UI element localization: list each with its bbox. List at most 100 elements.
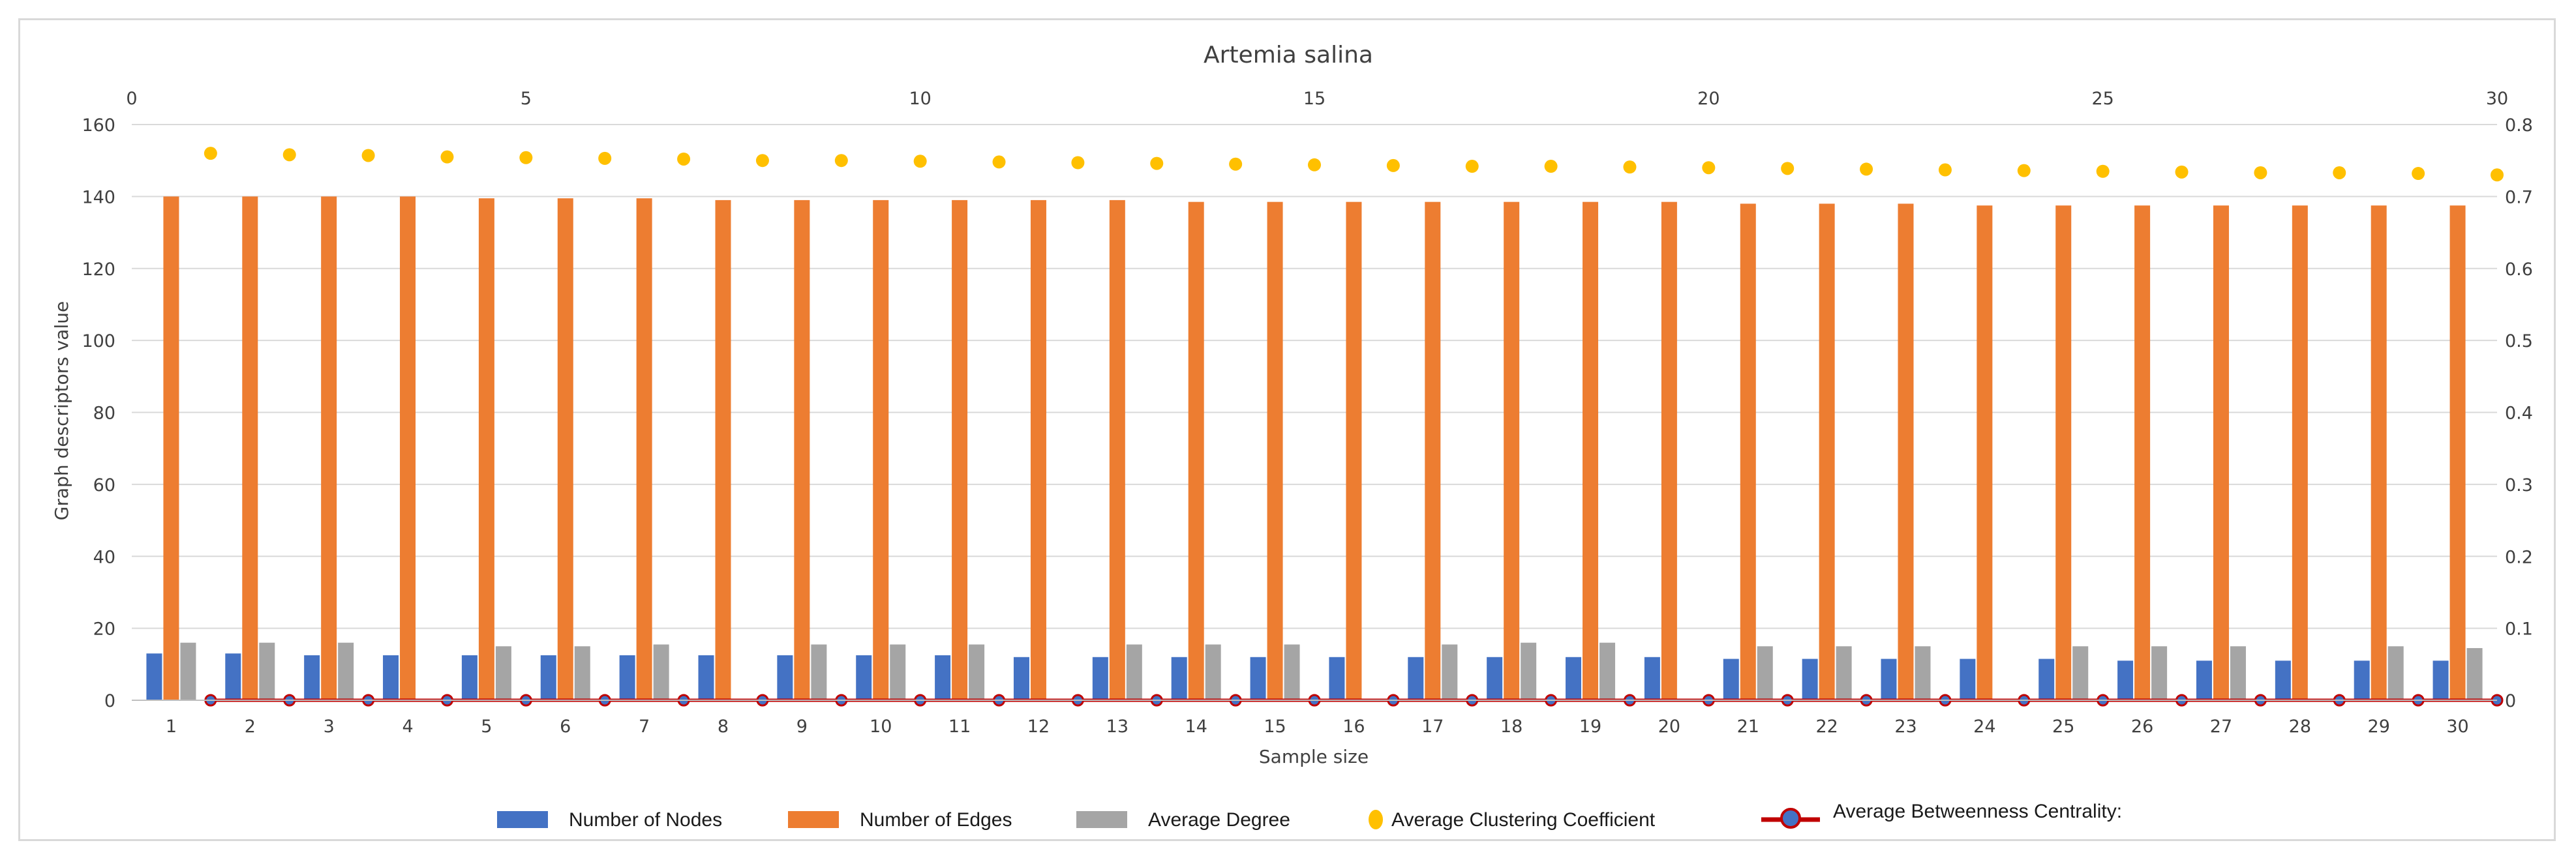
bar-number-of-nodes-10 (856, 655, 872, 700)
bar-number-of-nodes-24 (1960, 659, 1976, 700)
bar-number-of-edges-17 (1425, 201, 1441, 700)
bar-number-of-edges-8 (715, 200, 731, 700)
bar-number-of-nodes-1 (146, 653, 162, 700)
bar-number-of-edges-30 (2449, 205, 2466, 700)
bar-average-degree-6 (574, 646, 590, 700)
legend-label-average-degree: Average Degree (1148, 809, 1290, 831)
bar-number-of-edges-20 (1661, 201, 1677, 700)
legend-label-number-of-nodes: Number of Nodes (569, 809, 722, 831)
x-tick-label: 4 (402, 717, 413, 737)
x-tick-label: 28 (2289, 717, 2311, 737)
bar-number-of-edges-12 (1030, 200, 1046, 700)
point-average-clustering-coefficient-12 (1071, 156, 1085, 170)
bar-number-of-edges-15 (1267, 201, 1283, 700)
bar-number-of-nodes-23 (1881, 659, 1897, 700)
bar-number-of-edges-19 (1583, 201, 1599, 700)
bar-average-degree-14 (1205, 644, 1221, 700)
y2-tick-label: 0.6 (2505, 259, 2533, 280)
bar-number-of-nodes-2 (225, 653, 241, 700)
legend-swatch-average-degree (1076, 811, 1127, 828)
x-tick-label: 30 (2446, 717, 2468, 737)
bar-average-degree-22 (1836, 646, 1852, 700)
legend: Number of Nodes Number of Edges Average De… (497, 801, 2122, 831)
x-tick-label: 11 (948, 717, 971, 737)
bar-number-of-edges-21 (1740, 203, 1756, 701)
bar-average-degree-29 (2387, 646, 2404, 700)
point-average-clustering-coefficient-22 (1860, 162, 1873, 176)
legend-swatch-number-of-edges (788, 811, 839, 828)
bar-number-of-edges-23 (1898, 203, 1914, 701)
point-average-clustering-coefficient-27 (2254, 166, 2267, 179)
x-tick-label: 14 (1185, 717, 1207, 737)
point-average-clustering-coefficient-15 (1308, 158, 1321, 171)
x-tick-label: 15 (1264, 717, 1286, 737)
bar-number-of-nodes-6 (540, 655, 556, 700)
point-average-clustering-coefficient-9 (834, 154, 848, 168)
bar-number-of-edges-5 (478, 198, 494, 700)
legend-marker-average-betweenness-centrality (1780, 808, 1801, 829)
bar-number-of-edges-4 (400, 196, 416, 700)
y2-tick-label: 0.8 (2505, 115, 2533, 136)
bar-number-of-edges-7 (636, 198, 652, 700)
point-average-clustering-coefficient-19 (1623, 160, 1637, 174)
bar-number-of-edges-22 (1819, 203, 1835, 701)
bar-number-of-edges-25 (2055, 205, 2072, 700)
y2-tick-label: 0.1 (2505, 619, 2533, 640)
bar-number-of-nodes-26 (2117, 660, 2134, 700)
bar-average-degree-10 (890, 644, 906, 700)
bar-number-of-nodes-8 (698, 655, 714, 700)
x-tick-label: 25 (2052, 717, 2074, 737)
bar-number-of-edges-6 (557, 198, 573, 700)
y2-tick-label: 0.3 (2505, 475, 2533, 496)
bar-number-of-nodes-25 (2038, 659, 2055, 700)
y-tick-label: 40 (93, 547, 115, 567)
y-axis-title: Graph descriptors value (51, 301, 72, 520)
y-tick-label: 0 (104, 691, 115, 711)
point-average-clustering-coefficient-16 (1386, 158, 1400, 172)
x2-tick-label: 30 (2486, 89, 2508, 109)
bar-number-of-nodes-15 (1250, 657, 1266, 700)
x-tick-label: 27 (2210, 717, 2232, 737)
bar-number-of-nodes-22 (1802, 659, 1818, 700)
x-tick-label: 20 (1658, 717, 1680, 737)
bar-number-of-edges-29 (2371, 205, 2387, 700)
x-tick-label: 16 (1342, 717, 1365, 737)
bar-number-of-edges-1 (163, 196, 179, 700)
y-tick-label: 80 (93, 404, 115, 424)
point-average-clustering-coefficient-6 (598, 151, 612, 165)
bar-number-of-edges-13 (1109, 200, 1125, 700)
bar-average-degree-18 (1521, 642, 1537, 700)
bar-average-degree-7 (653, 644, 669, 700)
x-tick-label: 6 (560, 717, 571, 737)
y2-tick-label: 0 (2505, 691, 2516, 711)
bar-number-of-nodes-18 (1487, 657, 1503, 700)
bar-number-of-nodes-13 (1092, 657, 1108, 700)
point-average-clustering-coefficient-1 (204, 147, 217, 160)
bar-number-of-nodes-28 (2275, 660, 2291, 700)
bar-number-of-edges-3 (321, 196, 337, 700)
x-axis-title: Sample size (1259, 746, 1369, 767)
legend-label-average-betweenness-centrality: Average Betweenness Centrality: (1833, 801, 2122, 822)
x2-tick-label: 10 (909, 89, 931, 109)
bar-number-of-nodes-16 (1329, 657, 1345, 700)
bar-number-of-nodes-19 (1566, 657, 1582, 700)
bar-number-of-nodes-3 (304, 655, 320, 700)
y-tick-label: 140 (82, 187, 115, 207)
bar-number-of-nodes-17 (1408, 657, 1424, 700)
x-tick-label: 21 (1737, 717, 1759, 737)
x-tick-label: 24 (1973, 717, 1995, 737)
x2-tick-label: 25 (2091, 89, 2114, 109)
x-tick-label: 8 (718, 717, 729, 737)
bar-number-of-nodes-4 (383, 655, 399, 700)
point-average-clustering-coefficient-20 (1702, 161, 1716, 175)
bar-number-of-nodes-5 (461, 655, 477, 700)
bar-number-of-nodes-12 (1013, 657, 1029, 700)
x-tick-label: 2 (245, 717, 256, 737)
bar-number-of-edges-27 (2213, 205, 2229, 700)
bar-number-of-nodes-9 (777, 655, 793, 700)
y2-tick-label: 0.5 (2505, 331, 2533, 351)
bar-number-of-edges-14 (1188, 201, 1204, 700)
bar-average-degree-17 (1442, 644, 1458, 700)
gridlines (132, 124, 2497, 629)
bar-average-degree-21 (1757, 646, 1773, 700)
